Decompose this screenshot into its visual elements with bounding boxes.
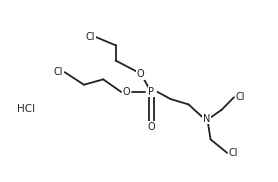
Text: P: P <box>148 87 154 97</box>
Text: Cl: Cl <box>85 32 95 42</box>
Text: Cl: Cl <box>54 67 63 77</box>
Text: HCl: HCl <box>16 104 35 114</box>
Text: O: O <box>136 69 144 79</box>
Text: N: N <box>203 114 210 124</box>
Text: O: O <box>123 87 130 97</box>
Text: O: O <box>148 122 155 132</box>
Text: Cl: Cl <box>229 148 238 158</box>
Text: Cl: Cl <box>235 92 245 102</box>
